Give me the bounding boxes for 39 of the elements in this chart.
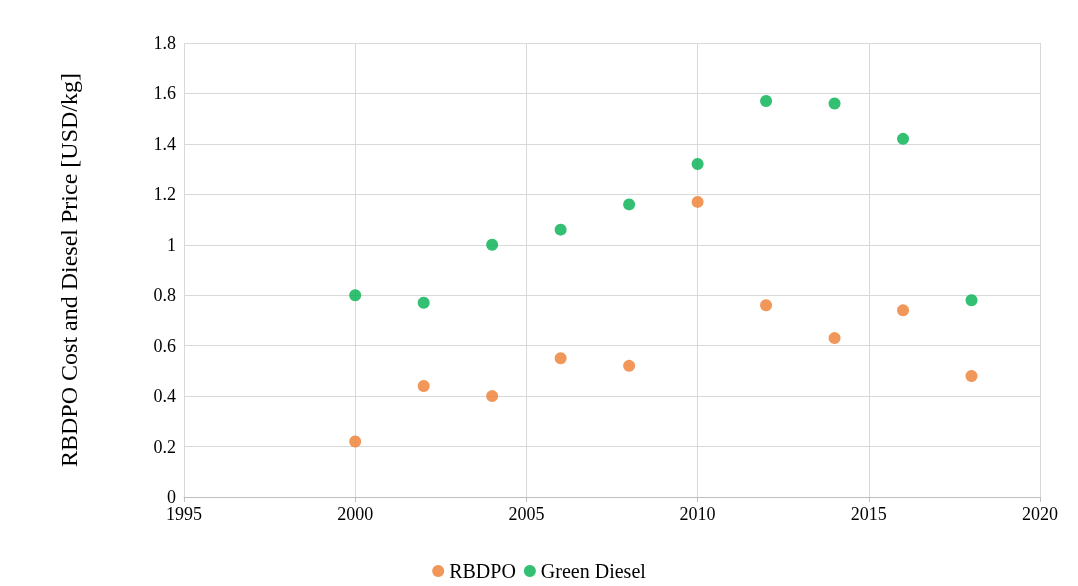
point: [554, 352, 567, 365]
x-tick-label: 2010: [679, 504, 716, 524]
point: [965, 369, 978, 382]
y-tick-label: 0.4: [153, 386, 176, 407]
legend-label: Green Diesel: [540, 560, 647, 582]
point: [691, 158, 704, 171]
point: [486, 390, 499, 403]
y-tick-label: 1.6: [153, 83, 176, 104]
y-tick-label: 0.8: [153, 285, 176, 306]
point: [828, 97, 841, 110]
point: [691, 195, 704, 208]
point: [486, 238, 499, 251]
point: [897, 304, 910, 317]
y-tick-label: 1.8: [153, 33, 176, 53]
point: [417, 380, 430, 393]
point: [623, 359, 636, 372]
y-axis-title: RBDPO Cost and Diesel Price [USD/kg]: [56, 73, 82, 467]
x-tick-label: 2020: [1022, 504, 1058, 524]
point: [760, 299, 773, 312]
point: [760, 95, 773, 108]
point: [965, 294, 978, 307]
point: [349, 289, 362, 302]
point: [623, 198, 636, 211]
y-tick-label: 1.2: [153, 184, 176, 205]
point: [417, 296, 430, 309]
x-tick-label: 2000: [337, 504, 374, 524]
x-tick-label: 1995: [166, 504, 202, 524]
legend-label: RBDPO: [449, 560, 516, 582]
point: [554, 223, 567, 236]
y-tick-label: 0.2: [153, 436, 176, 457]
y-tick-label: 1.4: [153, 133, 176, 154]
y-tick-label: 0: [167, 487, 176, 507]
y-tick-label: 1: [167, 234, 176, 255]
point: [897, 132, 910, 145]
point: [828, 332, 841, 345]
point: [349, 435, 362, 448]
y-tick-label: 0.6: [153, 335, 176, 356]
x-tick-label: 2015: [850, 504, 887, 524]
x-tick-label: 2005: [508, 504, 545, 524]
